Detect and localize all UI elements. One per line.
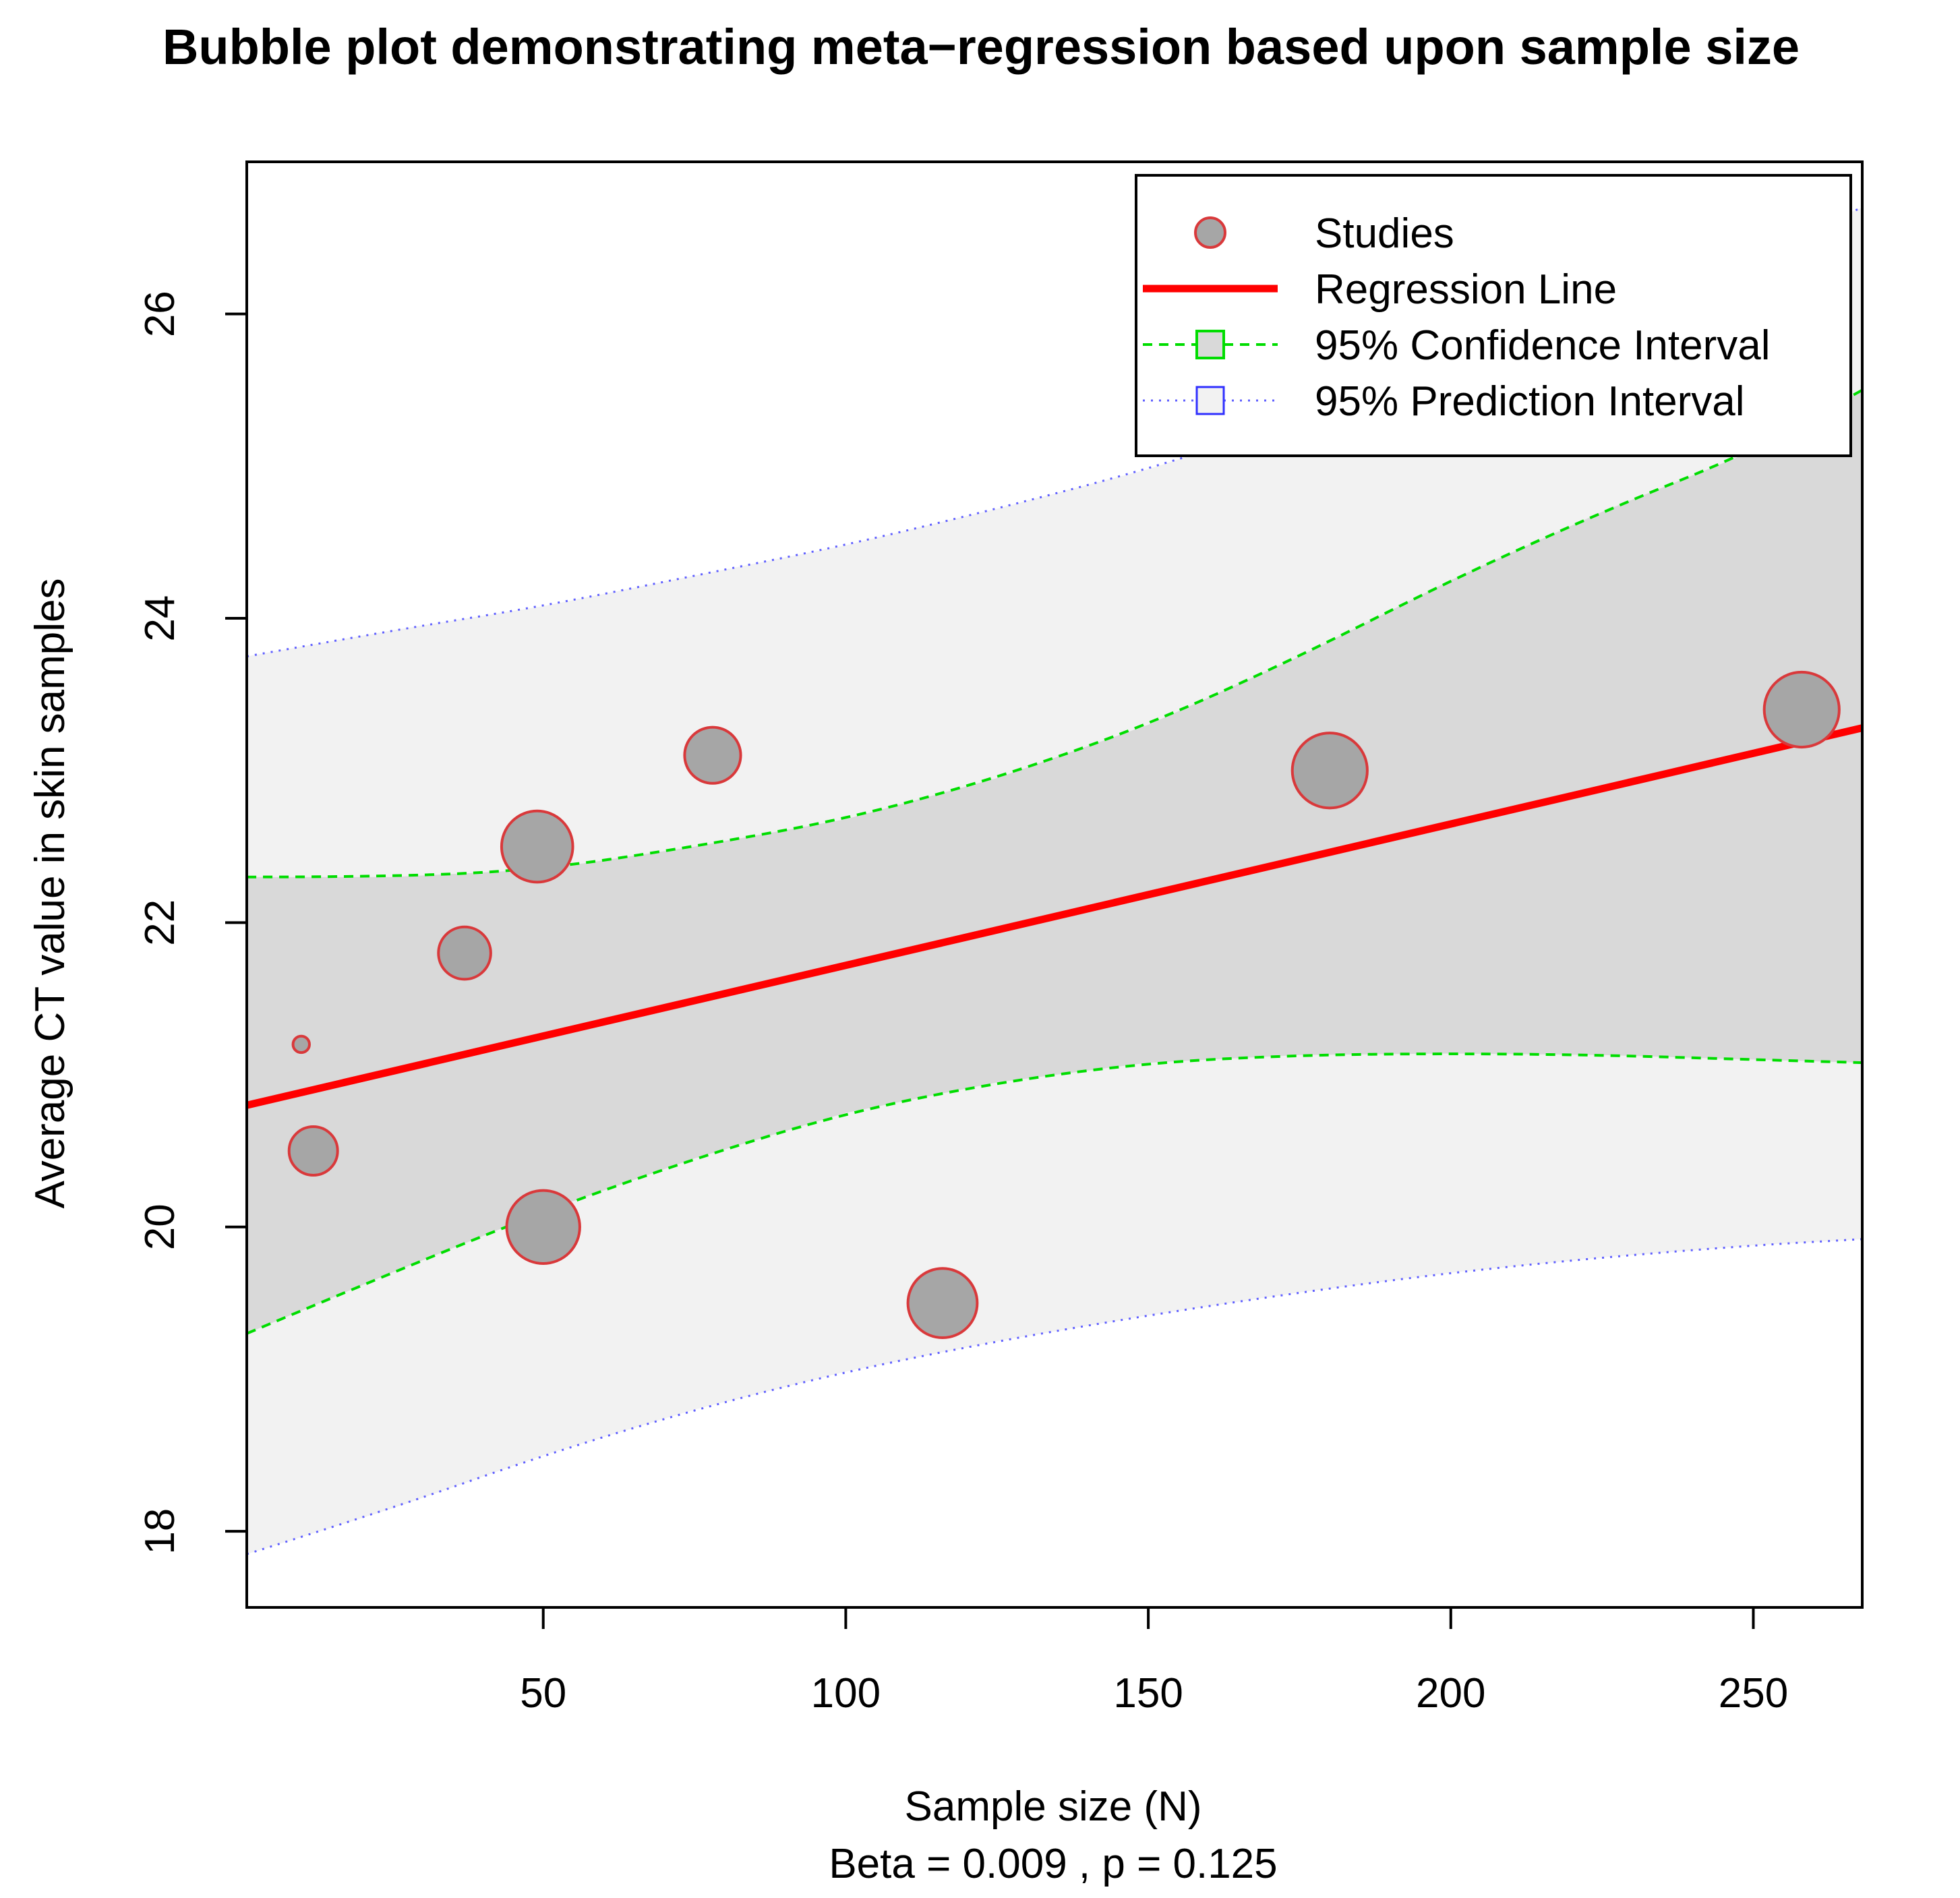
x-tick-label: 100	[811, 1670, 881, 1717]
legend-label: 95% Confidence Interval	[1315, 322, 1771, 369]
x-axis-label: Sample size (N)	[905, 1783, 1202, 1830]
y-axis-label: Average CT value in skin samples	[27, 578, 73, 1208]
legend-label: 95% Prediction Interval	[1315, 378, 1745, 425]
legend-studies-symbol	[1194, 216, 1226, 249]
y-tick-label: 22	[137, 899, 183, 946]
legend-label: Studies	[1315, 210, 1454, 257]
chart-title: Bubble plot demonstrating meta−regressio…	[162, 19, 1800, 75]
y-tick-label: 18	[137, 1508, 183, 1555]
plot-frame	[245, 160, 1864, 1609]
y-axis: 18 20 22 24 26	[137, 291, 247, 1555]
x-tick-label: 50	[520, 1670, 566, 1717]
y-tick-label: 26	[137, 291, 183, 337]
x-axis-subtitle: Beta = 0.009 , p = 0.125	[829, 1841, 1277, 1887]
x-tick-label: 200	[1416, 1670, 1485, 1717]
study-point	[291, 1034, 311, 1055]
study-point	[437, 925, 492, 981]
study-point	[906, 1267, 979, 1340]
legend: Studies Regression Line 95% Confidence Int…	[1135, 174, 1852, 457]
x-tick-label: 250	[1719, 1670, 1788, 1717]
legend-label: Regression Line	[1315, 266, 1617, 313]
legend-confidence-box	[1195, 330, 1225, 359]
legend-prediction-box	[1195, 386, 1225, 415]
confidence-upper-line	[247, 388, 1862, 879]
regression-line	[247, 724, 1862, 1109]
legend-box	[1135, 174, 1852, 457]
study-point	[1762, 670, 1841, 749]
x-tick-label: 150	[1113, 1670, 1183, 1717]
y-tick-label: 24	[137, 595, 183, 642]
study-point	[683, 725, 742, 785]
plot-content	[247, 206, 1862, 1555]
confidence-lower-line	[247, 1052, 1862, 1335]
plot-area: 50 100 150 200 250 18 20 22 24 26	[137, 160, 1864, 1717]
x-axis: 50 100 150 200 250	[520, 1607, 1788, 1717]
study-point	[505, 1189, 581, 1265]
confidence-band	[247, 390, 1862, 1334]
study-point	[287, 1125, 339, 1177]
y-tick-label: 20	[137, 1204, 183, 1250]
study-point	[1290, 732, 1369, 810]
study-point	[500, 809, 574, 884]
